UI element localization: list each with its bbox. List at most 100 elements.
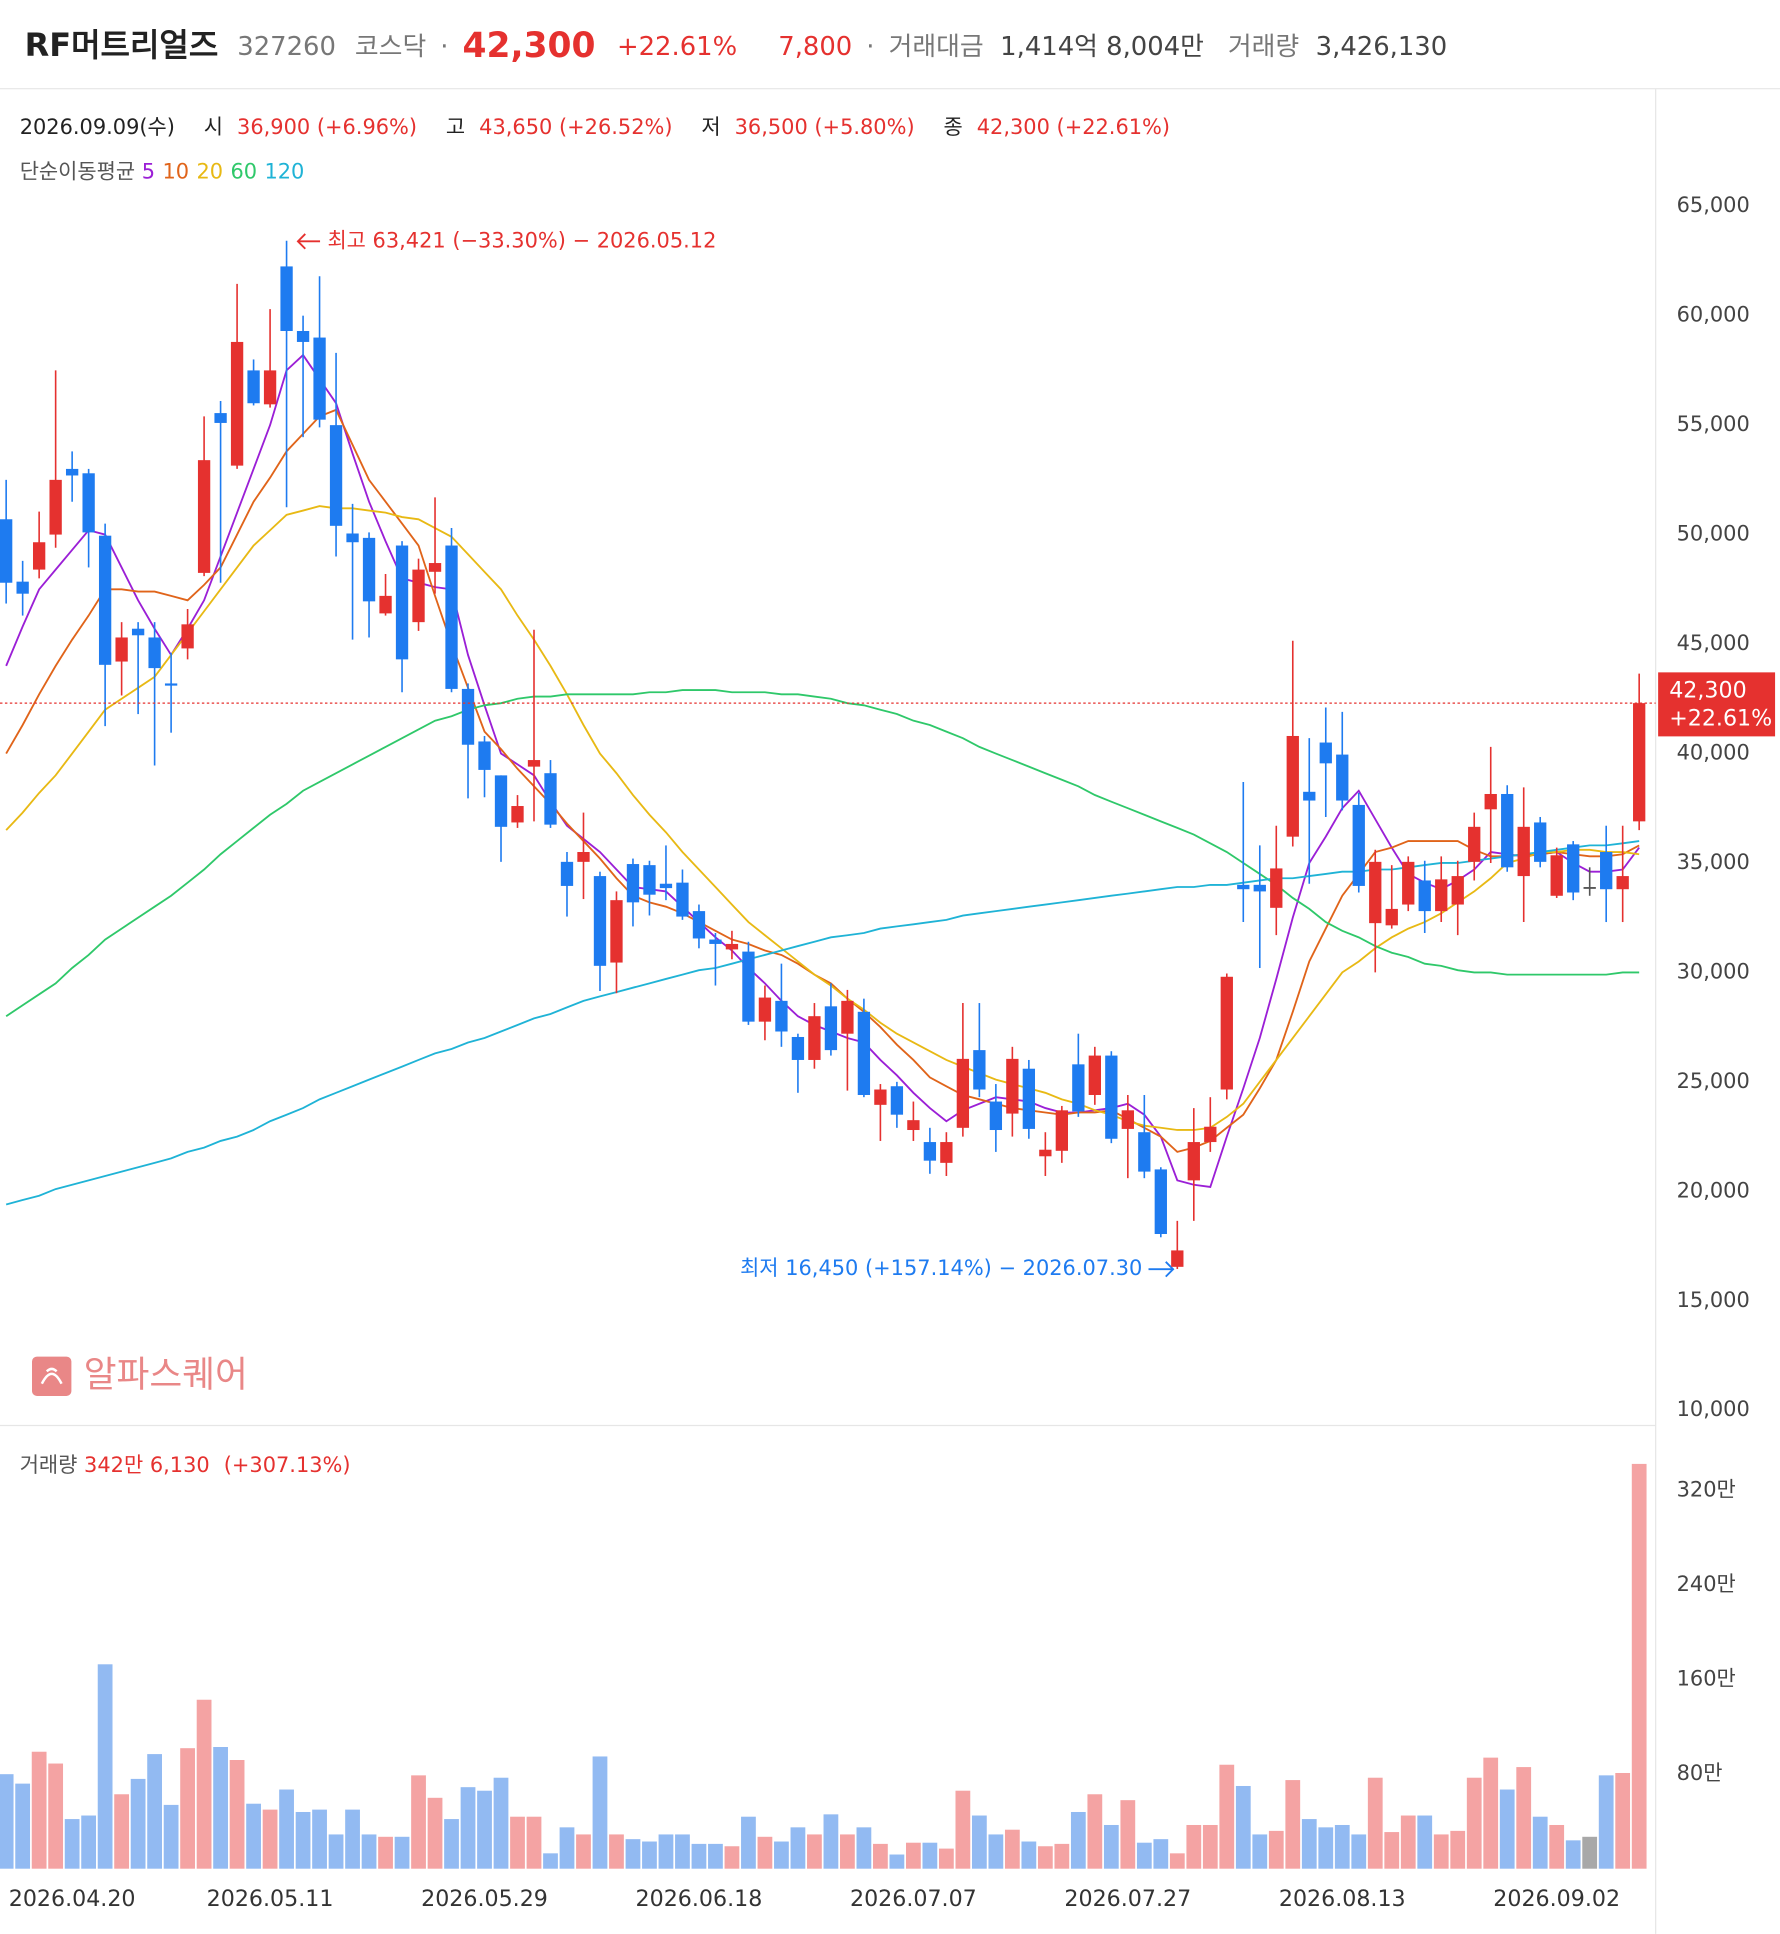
volume-bar [592,1756,608,1869]
volume-bar [246,1803,261,1869]
candle-body [1138,1132,1151,1172]
legend-entry: 120 [264,159,304,183]
x-tick-label: 2026.07.27 [1064,1886,1191,1912]
candle-body [115,637,128,662]
candle-body [577,852,590,862]
candle-body [1220,976,1233,1090]
volume-bar [576,1834,591,1869]
volume-bar [1301,1819,1317,1869]
volume-bar [840,1834,855,1869]
x-tick-label: 2026.07.07 [850,1886,977,1912]
candle-body [313,337,326,420]
candle-body [395,545,409,660]
candle-body [1402,861,1415,905]
volume-bar [922,1842,938,1869]
candle-body [1451,876,1464,905]
ohlc-value: 36,900 (+6.96%) [237,115,417,139]
volume-bar [1400,1815,1416,1869]
candle-body [1171,1250,1184,1267]
x-tick-label: 2026.06.18 [636,1886,763,1912]
volume-bar [279,1789,294,1869]
price-tag-change: +22.61% [1669,706,1772,732]
candle-body [610,900,623,963]
volume-bar [1433,1834,1449,1869]
volume-bar [938,1848,954,1869]
y-tick-label: 60,000 [1677,303,1750,327]
candle-body [346,533,359,543]
volume-bar [493,1777,509,1869]
volume-bar [411,1775,426,1869]
candle-body [296,330,310,342]
ohlc-label: 고 [446,115,465,139]
separator: · [866,31,874,61]
ohlc-value: 36,500 (+5.80%) [735,115,915,139]
volume-bar [1037,1846,1053,1869]
volume-bar [1202,1824,1218,1869]
candle-body [527,760,541,767]
volume-bar [642,1841,657,1869]
y-tick-label: 55,000 [1677,412,1750,436]
candle-body [775,1000,788,1032]
candle-body [725,943,739,950]
volume-bar [64,1819,80,1869]
volume-bar [1153,1839,1169,1869]
watermark-icon-glyph [40,1367,63,1385]
volume-bar [427,1797,443,1869]
volume-bar [394,1836,410,1869]
volume-bar [691,1843,707,1869]
volume-bar [1549,1824,1565,1869]
candle-body [181,624,194,649]
candle-body [841,1000,854,1034]
volume-bar [147,1754,162,1869]
ohlc-value: 43,650 (+26.52%) [479,115,672,139]
volume-bar [1334,1824,1350,1869]
volume-bar [1318,1827,1334,1869]
volume-bar [180,1748,195,1869]
candle-body [247,370,260,404]
volume-bar [1483,1757,1499,1869]
candle-body [808,1016,821,1060]
candle-body [824,1006,838,1051]
y-tick-label: 40,000 [1677,740,1750,764]
y-tick-label: 20,000 [1677,1178,1750,1202]
x-tick-label: 2026.09.02 [1493,1886,1620,1912]
volume-bar [1285,1780,1301,1869]
volume-bar [229,1759,245,1869]
volume-bar [0,1774,14,1869]
price-tag [1658,672,1776,737]
volume-bar [196,1699,212,1869]
volume-change: (+307.13%) [224,1453,351,1477]
ohlc-label: 시 [204,115,223,139]
low-annotation: 최저 16,450 (+157.14%) − 2026.07.30 [740,1256,1142,1280]
candle-body [593,876,607,966]
candle-body [709,939,722,944]
candle-body [49,479,62,535]
candle-body [1567,844,1580,893]
volume-bar [1565,1840,1581,1869]
candle-body [1319,742,1332,764]
volume-bar [361,1834,377,1869]
volume-bar [15,1783,31,1869]
candle-body [692,911,706,939]
volume-bar [971,1815,987,1869]
volume-bar [625,1839,641,1869]
volume-bar [1169,1853,1185,1869]
volume-label: 거래량 [1228,31,1299,61]
volume-bar [1450,1830,1466,1869]
candle-body [676,882,689,917]
candle-body [1286,735,1299,837]
y-tick-label: 45,000 [1677,631,1750,655]
volume-bar [873,1843,888,1869]
candle-body [263,370,277,405]
price: 42,300 [463,25,596,65]
candle-body [214,413,227,423]
candle-body [1270,868,1283,908]
volume-bar [889,1854,905,1869]
volume-bar [295,1811,311,1869]
candle-body [1121,1110,1134,1129]
candle-body [1055,1110,1068,1151]
volume-bar [1252,1834,1268,1869]
volume-bar [774,1841,789,1869]
volume-bar [609,1834,624,1869]
volume-bar [1087,1794,1103,1869]
